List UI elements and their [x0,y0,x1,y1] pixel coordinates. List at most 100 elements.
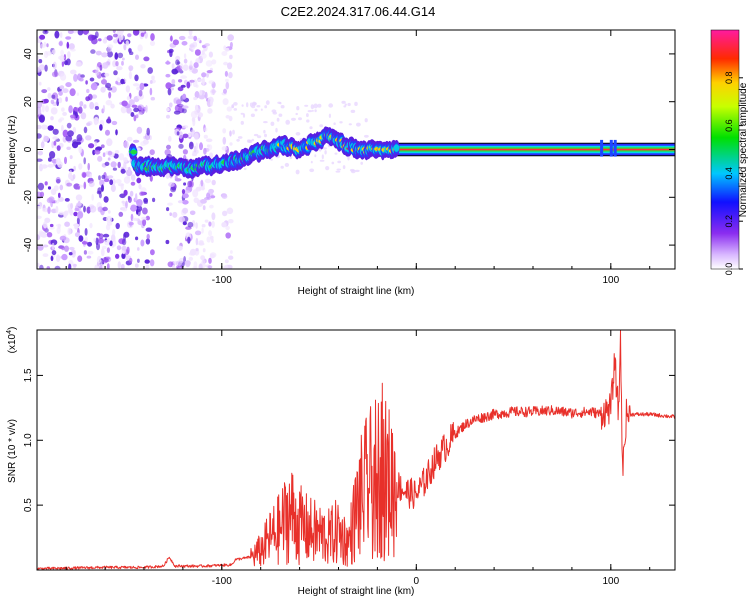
noise-speck [200,199,207,204]
noise-speck [149,40,156,46]
noise-speck [127,196,132,203]
noise-speck [87,34,95,41]
noise-speck [198,93,206,100]
noise-speck [97,206,104,213]
noise-speck [206,192,211,199]
noise-speck [342,165,346,170]
noise-speck [86,206,91,214]
noise-speck [139,82,145,91]
noise-speck [136,177,142,184]
noise-speck [229,130,232,137]
noise-speck [143,200,148,204]
noise-speck [197,78,203,82]
spectrogram-y-tick-label: 0 [23,146,34,152]
noise-speck [193,96,198,101]
noise-speck [102,104,106,113]
noise-speck [348,123,352,126]
noise-speck [140,32,145,37]
noise-speck [67,208,73,214]
noise-speck [118,34,122,43]
noise-speck [102,152,106,157]
noise-speck [58,90,63,96]
noise-speck [65,135,73,142]
noise-speck [230,250,233,254]
noise-speck [165,82,172,90]
noise-speck [150,33,155,41]
noise-speck [123,161,127,169]
noise-speck [184,260,191,266]
noise-speck [105,99,113,106]
noise-speck [58,41,63,46]
noise-speck [67,227,72,236]
noise-speck [117,161,121,169]
signal-spike [609,139,613,157]
snr-multiplier-close: ) [7,327,18,330]
noise-speck [57,196,64,202]
noise-speck [181,189,186,195]
noise-speck [110,184,116,192]
noise-speck [109,240,113,247]
noise-speck [84,236,88,242]
noise-speck [172,39,179,46]
noise-speck [229,142,233,146]
noise-speck [46,266,51,269]
snr-y-tick-label: 0.5 [23,498,34,512]
signal-blob [130,149,138,155]
noise-speck [200,179,204,187]
noise-speck [48,157,52,162]
noise-speck [59,32,63,38]
noise-speck [140,239,145,247]
noise-speck [64,156,67,165]
noise-speck [76,202,82,207]
spectrogram-signal-layer [128,126,675,179]
noise-speck [98,238,104,244]
noise-speck [47,163,54,168]
noise-speck [64,221,70,227]
noise-speck [39,264,44,269]
noise-speck [130,174,136,181]
noise-speck [120,183,124,191]
noise-speck [192,118,196,127]
noise-speck [132,217,139,221]
noise-speck [347,155,350,161]
noise-speck [201,224,206,228]
noise-speck [62,111,67,116]
noise-speck [70,202,74,210]
noise-speck [99,124,103,131]
noise-speck [171,63,175,70]
noise-speck [37,158,43,162]
noise-speck [52,49,56,55]
noise-speck [146,127,150,136]
noise-speck [89,101,95,110]
noise-speck [264,105,268,109]
noise-speck [243,167,247,171]
noise-speck [193,62,199,69]
noise-speck [89,222,93,229]
noise-speck [194,230,202,236]
noise-speck [43,98,49,104]
noise-speck [211,238,214,243]
noise-speck [100,248,105,257]
snr-x-axis: -100 0 100 [65,330,651,587]
noise-speck [334,152,338,155]
snr-y-label: SNR (10 * v/v) [7,419,18,483]
noise-speck [178,131,183,139]
noise-speck [143,56,150,62]
noise-speck [118,211,124,217]
noise-speck [276,117,280,122]
noise-speck [45,51,53,56]
noise-speck [37,215,42,219]
snr-x-label: Height of straight line (km) [298,586,415,597]
noise-speck [201,72,207,78]
noise-speck [52,136,59,140]
noise-speck [44,30,47,33]
noise-speck [104,161,110,166]
noise-speck [103,258,109,263]
noise-speck [181,108,187,114]
noise-speck [78,77,84,82]
noise-speck [111,120,118,126]
noise-speck [42,253,49,257]
noise-speck [180,84,186,88]
noise-speck [70,69,77,75]
